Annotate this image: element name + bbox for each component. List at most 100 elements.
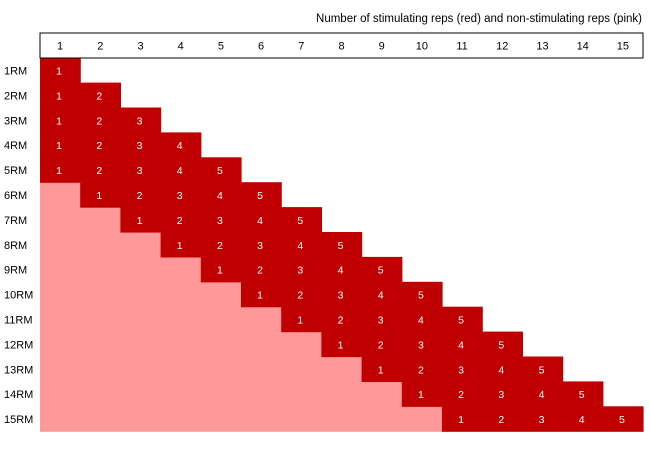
chart-title: Number of stimulating reps (red) and non… — [316, 13, 642, 25]
stimulating-rep-number: 2 — [96, 90, 102, 102]
column-header: 1 2 3 4 5 6 7 8 9 10 11 12 13 14 15 — [39, 32, 644, 59]
column-label: 8 — [338, 41, 344, 53]
stimulating-rep-number: 3 — [257, 240, 263, 252]
stimulating-rep-number: 1 — [338, 339, 344, 351]
stimulating-bar — [442, 406, 644, 432]
row-label: 3RM — [4, 115, 27, 127]
stimulating-rep-number: 3 — [297, 265, 303, 277]
stimulating-rep-number: 2 — [297, 290, 303, 302]
stimulating-rep-number: 5 — [257, 190, 263, 202]
row-label: 2RM — [4, 90, 27, 102]
stimulating-rep-number: 2 — [498, 414, 504, 426]
stimulating-rep-number: 1 — [56, 115, 62, 127]
row-label: 11RM — [4, 314, 33, 326]
stimulating-bar — [160, 232, 363, 258]
column-label: 12 — [496, 41, 508, 53]
stimulating-rep-number: 2 — [217, 240, 223, 252]
stimulating-rep-number: 4 — [177, 165, 183, 177]
non-stimulating-area — [40, 182, 443, 432]
stimulating-rep-number: 5 — [579, 389, 585, 401]
row-label: 10RM — [4, 290, 33, 302]
stimulating-bar — [120, 207, 323, 233]
column-label: 6 — [258, 41, 264, 53]
stimulating-bar — [40, 157, 242, 183]
stimulating-rep-number: 3 — [378, 314, 384, 326]
stimulating-bar — [200, 256, 403, 283]
stimulating-bar — [80, 182, 282, 208]
stimulating-rep-number: 2 — [96, 140, 102, 152]
column-label: 11 — [456, 41, 467, 53]
row-label: 5RM — [4, 165, 27, 177]
row-label: 15RM — [4, 414, 33, 426]
stimulating-rep-number: 4 — [498, 364, 504, 376]
stimulating-rep-number: 1 — [56, 165, 62, 177]
stimulating-rep-number: 3 — [137, 140, 143, 152]
stimulating-rep-number: 5 — [297, 215, 303, 227]
stimulating-rep-number: 5 — [338, 240, 344, 252]
non-stimulating-bar — [40, 381, 403, 407]
column-label: 10 — [416, 41, 428, 53]
stimulating-rep-number: 4 — [418, 314, 424, 326]
stimulating-rep-number: 2 — [177, 215, 183, 227]
stimulating-bar — [281, 306, 483, 333]
stimulating-rep-number: 2 — [257, 265, 263, 277]
stimulating-bar — [40, 132, 202, 158]
column-label: 14 — [577, 41, 589, 53]
row-label: 8RM — [4, 240, 27, 252]
non-stimulating-bar — [40, 182, 81, 208]
non-stimulating-bar — [40, 256, 202, 283]
row-label: 7RM — [4, 215, 27, 227]
column-header-box — [39, 32, 644, 59]
stimulating-bar — [321, 331, 523, 358]
non-stimulating-bar — [40, 406, 443, 432]
stimulating-rep-number: 3 — [177, 190, 183, 202]
stimulating-rep-number: 2 — [418, 364, 424, 376]
stimulating-cells: 1 1 2 1 2 3 1 2 3 4 1 2 3 4 5 1 2 3 4 5 1 2 3 4 5 1 2 3 4 5 1 2 3 4 5 1 2 3 4 5… — [40, 57, 644, 432]
stimulating-rep-number: 5 — [458, 314, 464, 326]
stimulating-rep-number: 4 — [177, 140, 183, 152]
stimulating-rep-number: 1 — [257, 290, 263, 302]
stimulating-bar — [40, 82, 121, 109]
column-label: 4 — [178, 41, 184, 53]
stimulating-rep-number: 3 — [458, 364, 464, 376]
stimulating-rep-number: 1 — [56, 90, 62, 102]
stimulating-rep-number: 3 — [418, 339, 424, 351]
stimulating-rep-number: 4 — [217, 190, 223, 202]
non-stimulating-bar — [40, 207, 121, 233]
stimulating-rep-number: 5 — [539, 364, 545, 376]
stimulating-rep-number: 4 — [257, 215, 263, 227]
row-label: 14RM — [4, 389, 33, 401]
stimulating-rep-number: 4 — [378, 290, 384, 302]
stimulating-rep-number: 1 — [137, 215, 143, 227]
stimulating-rep-number: 3 — [338, 290, 344, 302]
stimulating-rep-number: 1 — [418, 389, 424, 401]
stimulating-rep-number: 5 — [418, 290, 424, 302]
stimulating-rep-number: 2 — [137, 190, 143, 202]
non-stimulating-bar — [40, 356, 363, 382]
column-label: 3 — [137, 41, 143, 53]
stimulating-bar — [401, 381, 604, 407]
stimulating-rep-number: 1 — [177, 240, 183, 252]
row-label: 4RM — [4, 140, 27, 152]
stimulating-bar — [241, 281, 443, 308]
stimulating-rep-number: 1 — [56, 65, 62, 77]
stimulating-rep-number: 5 — [217, 165, 223, 177]
stimulating-bar — [361, 356, 564, 382]
row-label: 9RM — [4, 265, 27, 277]
column-label: 2 — [97, 41, 103, 53]
stimulating-rep-number: 2 — [96, 115, 102, 127]
stimulating-rep-number: 1 — [378, 364, 384, 376]
stimulating-rep-number: 2 — [338, 314, 344, 326]
column-label: 15 — [617, 41, 629, 53]
row-label: 1RM — [4, 65, 27, 77]
stimulating-rep-number: 4 — [579, 414, 585, 426]
stimulating-rep-number: 1 — [217, 265, 223, 277]
stimulating-rep-number: 3 — [217, 215, 223, 227]
row-label: 6RM — [4, 190, 27, 202]
stimulating-rep-number: 1 — [56, 140, 62, 152]
non-stimulating-bar — [40, 331, 322, 358]
stimulating-rep-number: 2 — [96, 165, 102, 177]
row-label: 12RM — [4, 339, 33, 351]
column-label: 5 — [218, 41, 224, 53]
